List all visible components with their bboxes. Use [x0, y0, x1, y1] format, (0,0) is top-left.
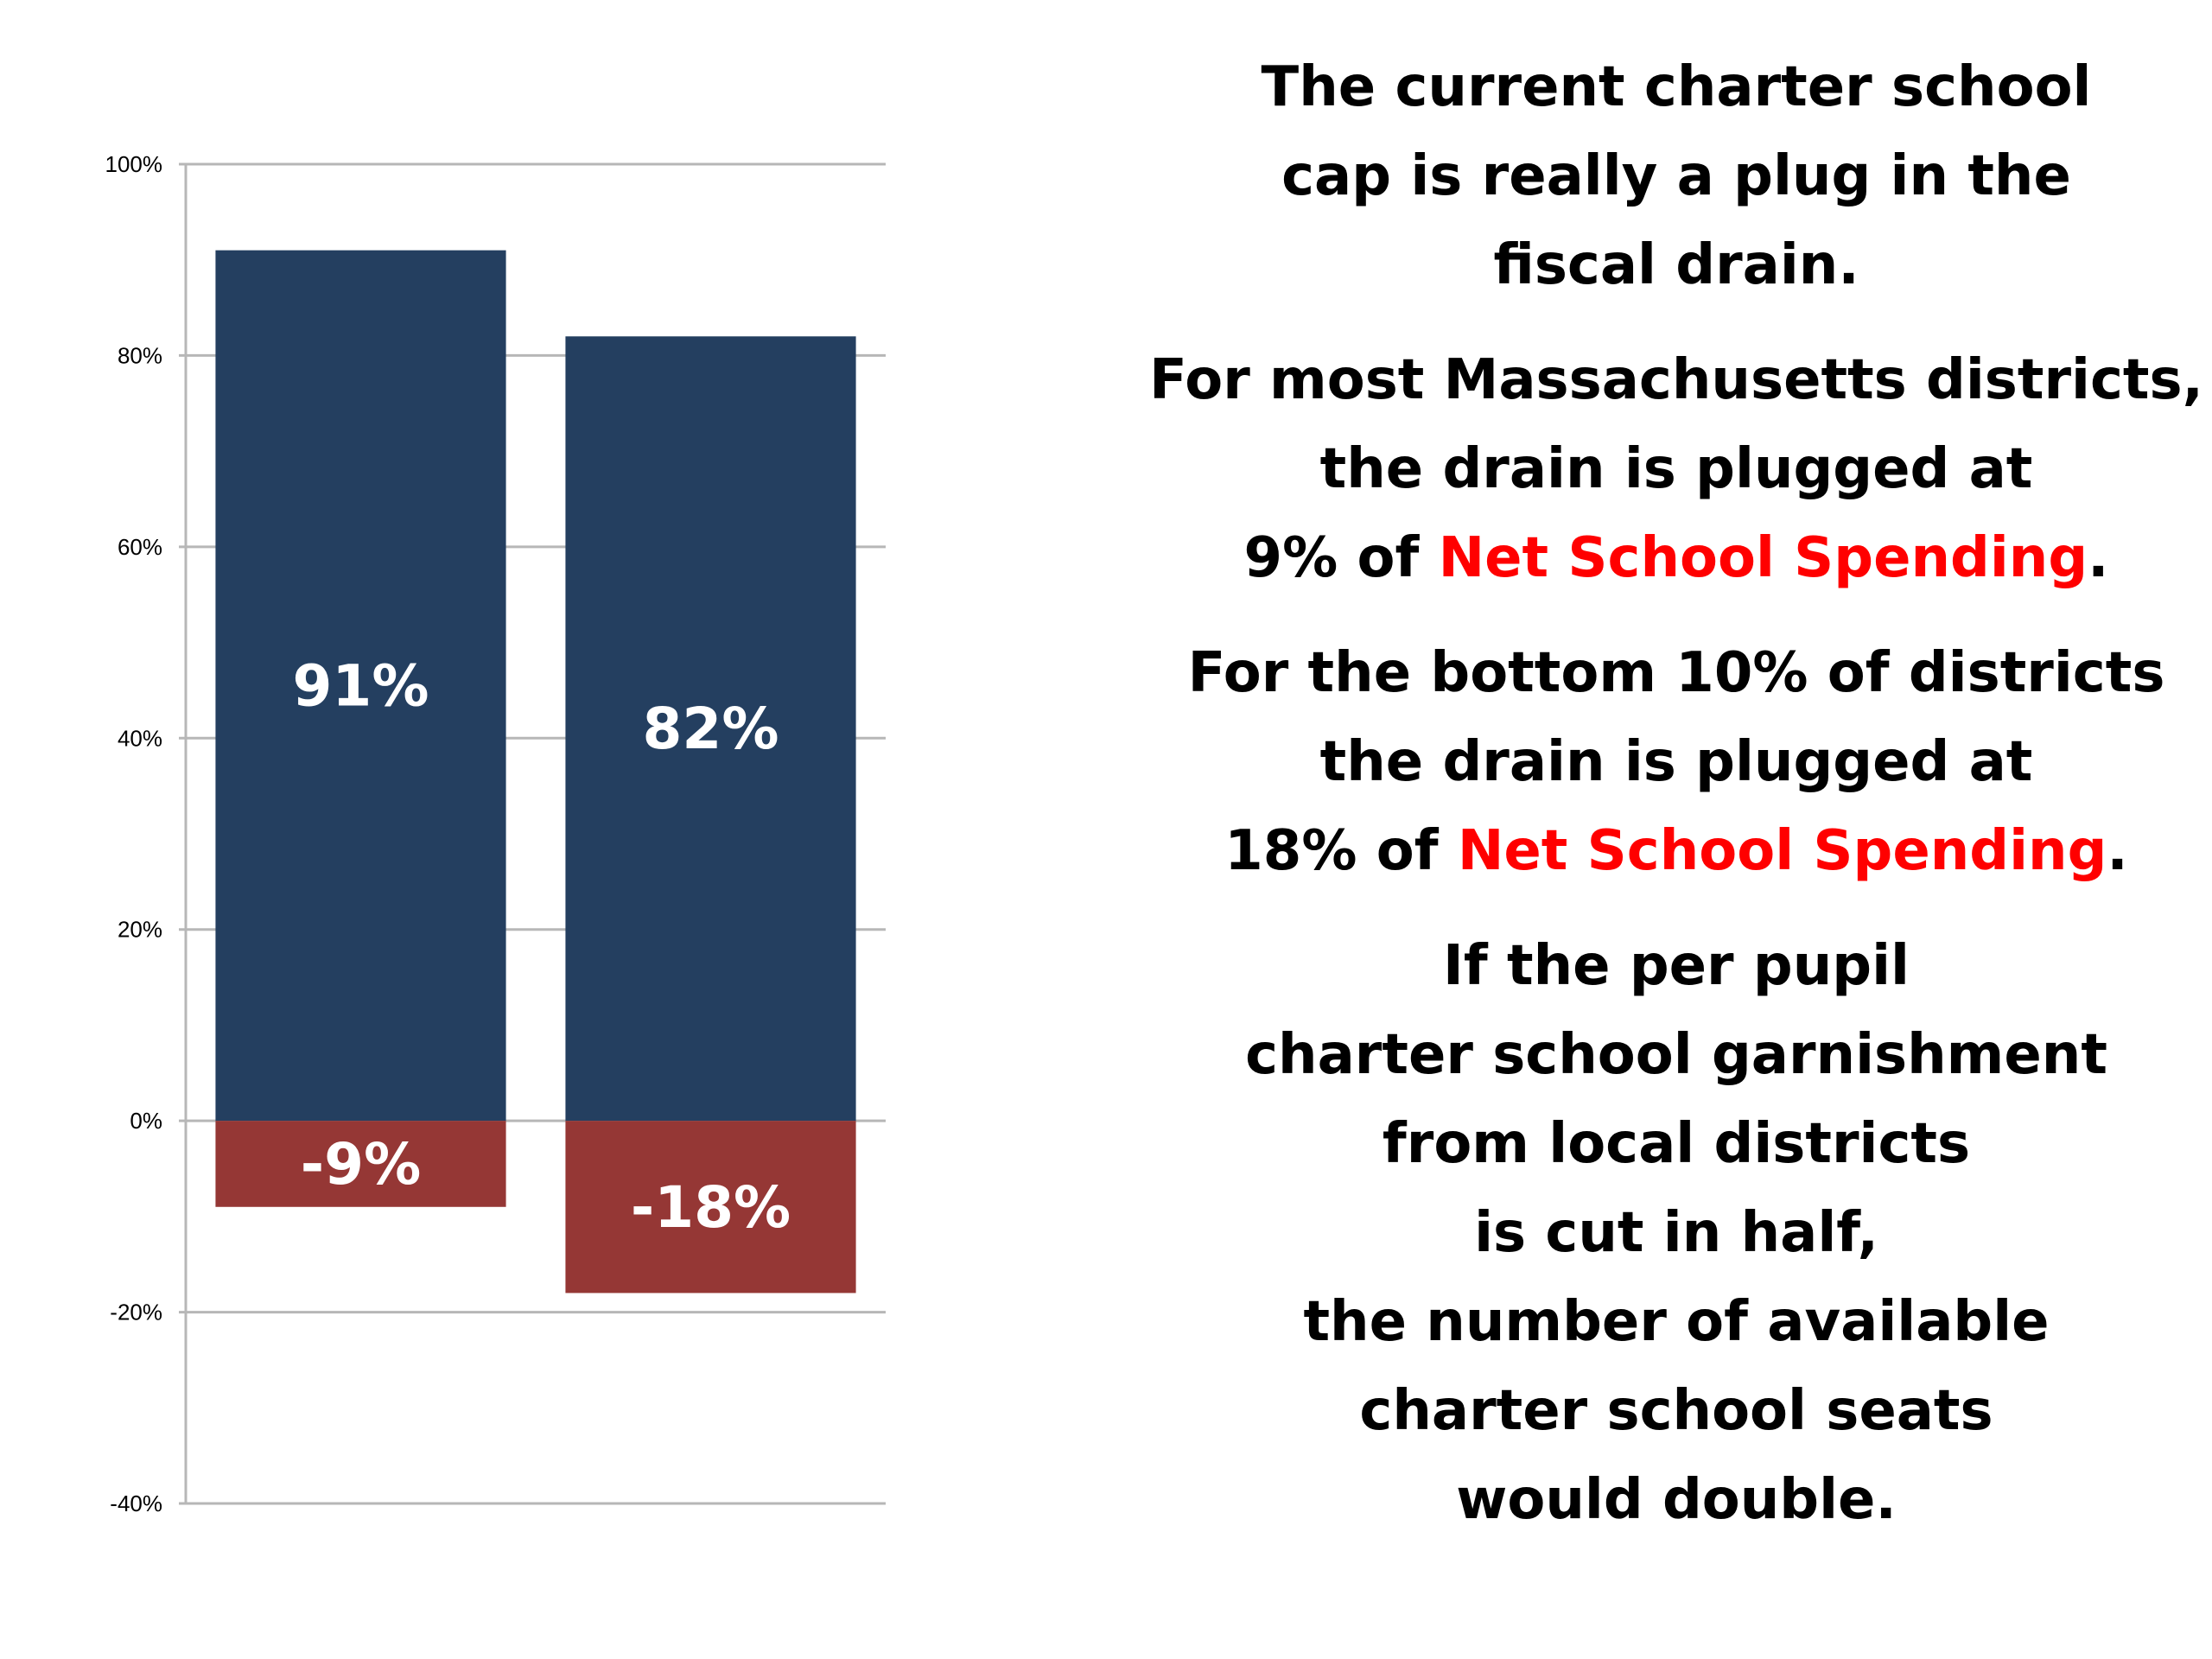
commentary-panel: The current charter school cap is really… — [1149, 43, 2203, 1571]
negative-bar — [565, 1121, 856, 1294]
plain-text: . — [2107, 819, 2128, 883]
paragraph-charter-cap: The current charter school cap is really… — [1149, 43, 2203, 310]
y-tick-label: -20% — [110, 1300, 162, 1325]
plain-text: 18% of — [1224, 819, 1458, 883]
paragraph-line: If the per pupil — [1443, 934, 1910, 998]
paragraph-most-districts: For most Massachusetts districts, the dr… — [1149, 336, 2203, 603]
y-axis-tick-labels: 100% 80% 60% 40% 20% 0% -20% -40% — [105, 151, 163, 1516]
plain-text: . — [2088, 526, 2109, 590]
bar-value-label: 91% — [293, 652, 429, 719]
negative-bar — [215, 1121, 506, 1207]
paragraph-line: charter school seats — [1359, 1379, 1993, 1443]
paragraph-line: The current charter school — [1261, 55, 2092, 119]
paragraph-garnishment: If the per pupil charter school garnishm… — [1149, 922, 2203, 1545]
paragraph-line: 18% of Net School Spending. — [1149, 807, 2203, 896]
bar-value-label: 82% — [643, 696, 779, 762]
y-tick-label: 40% — [118, 725, 162, 751]
bar-data-labels: 91% 82% -9% -18% — [293, 652, 791, 1240]
paragraph-line: is cut in half, — [1474, 1201, 1878, 1265]
y-tick-label: 20% — [118, 917, 162, 943]
paragraph-bottom-districts: For the bottom 10% of districts the drai… — [1149, 629, 2203, 896]
paragraph-line: charter school garnishment — [1245, 1023, 2107, 1087]
positive-bar — [215, 250, 506, 1122]
y-tick-label: -40% — [110, 1491, 162, 1516]
paragraph-line: would double. — [1456, 1468, 1897, 1532]
positive-bar — [565, 336, 856, 1122]
highlight-net-school-spending: Net School Spending — [1457, 819, 2107, 883]
y-tick-label: 60% — [118, 534, 162, 560]
bar-value-label: -18% — [631, 1174, 791, 1241]
paragraph-line: the drain is plugged at — [1319, 437, 2033, 501]
paragraph-line: 9% of Net School Spending. — [1149, 514, 2203, 603]
paragraph-line: the number of available — [1303, 1290, 2050, 1354]
plain-text: 9% of — [1243, 526, 1439, 590]
paragraph-line: fiscal drain. — [1493, 233, 1859, 297]
y-tick-label: 100% — [105, 151, 163, 177]
paragraph-line: For most Massachusetts districts, — [1149, 348, 2203, 412]
paragraph-line: cap is really a plug in the — [1281, 144, 2071, 208]
paragraph-line: from local districts — [1382, 1112, 1971, 1176]
bars — [215, 250, 856, 1294]
y-tick-label: 80% — [118, 342, 162, 368]
paragraph-line: For the bottom 10% of districts — [1187, 641, 2165, 705]
highlight-net-school-spending: Net School Spending — [1438, 526, 2088, 590]
bar-value-label: -9% — [301, 1131, 421, 1198]
y-tick-label: 0% — [130, 1108, 162, 1134]
paragraph-line: the drain is plugged at — [1319, 730, 2033, 794]
stacked-bar-chart: 100% 80% 60% 40% 20% 0% -20% -40% 91% 82% -9% -18% — [105, 151, 886, 1516]
